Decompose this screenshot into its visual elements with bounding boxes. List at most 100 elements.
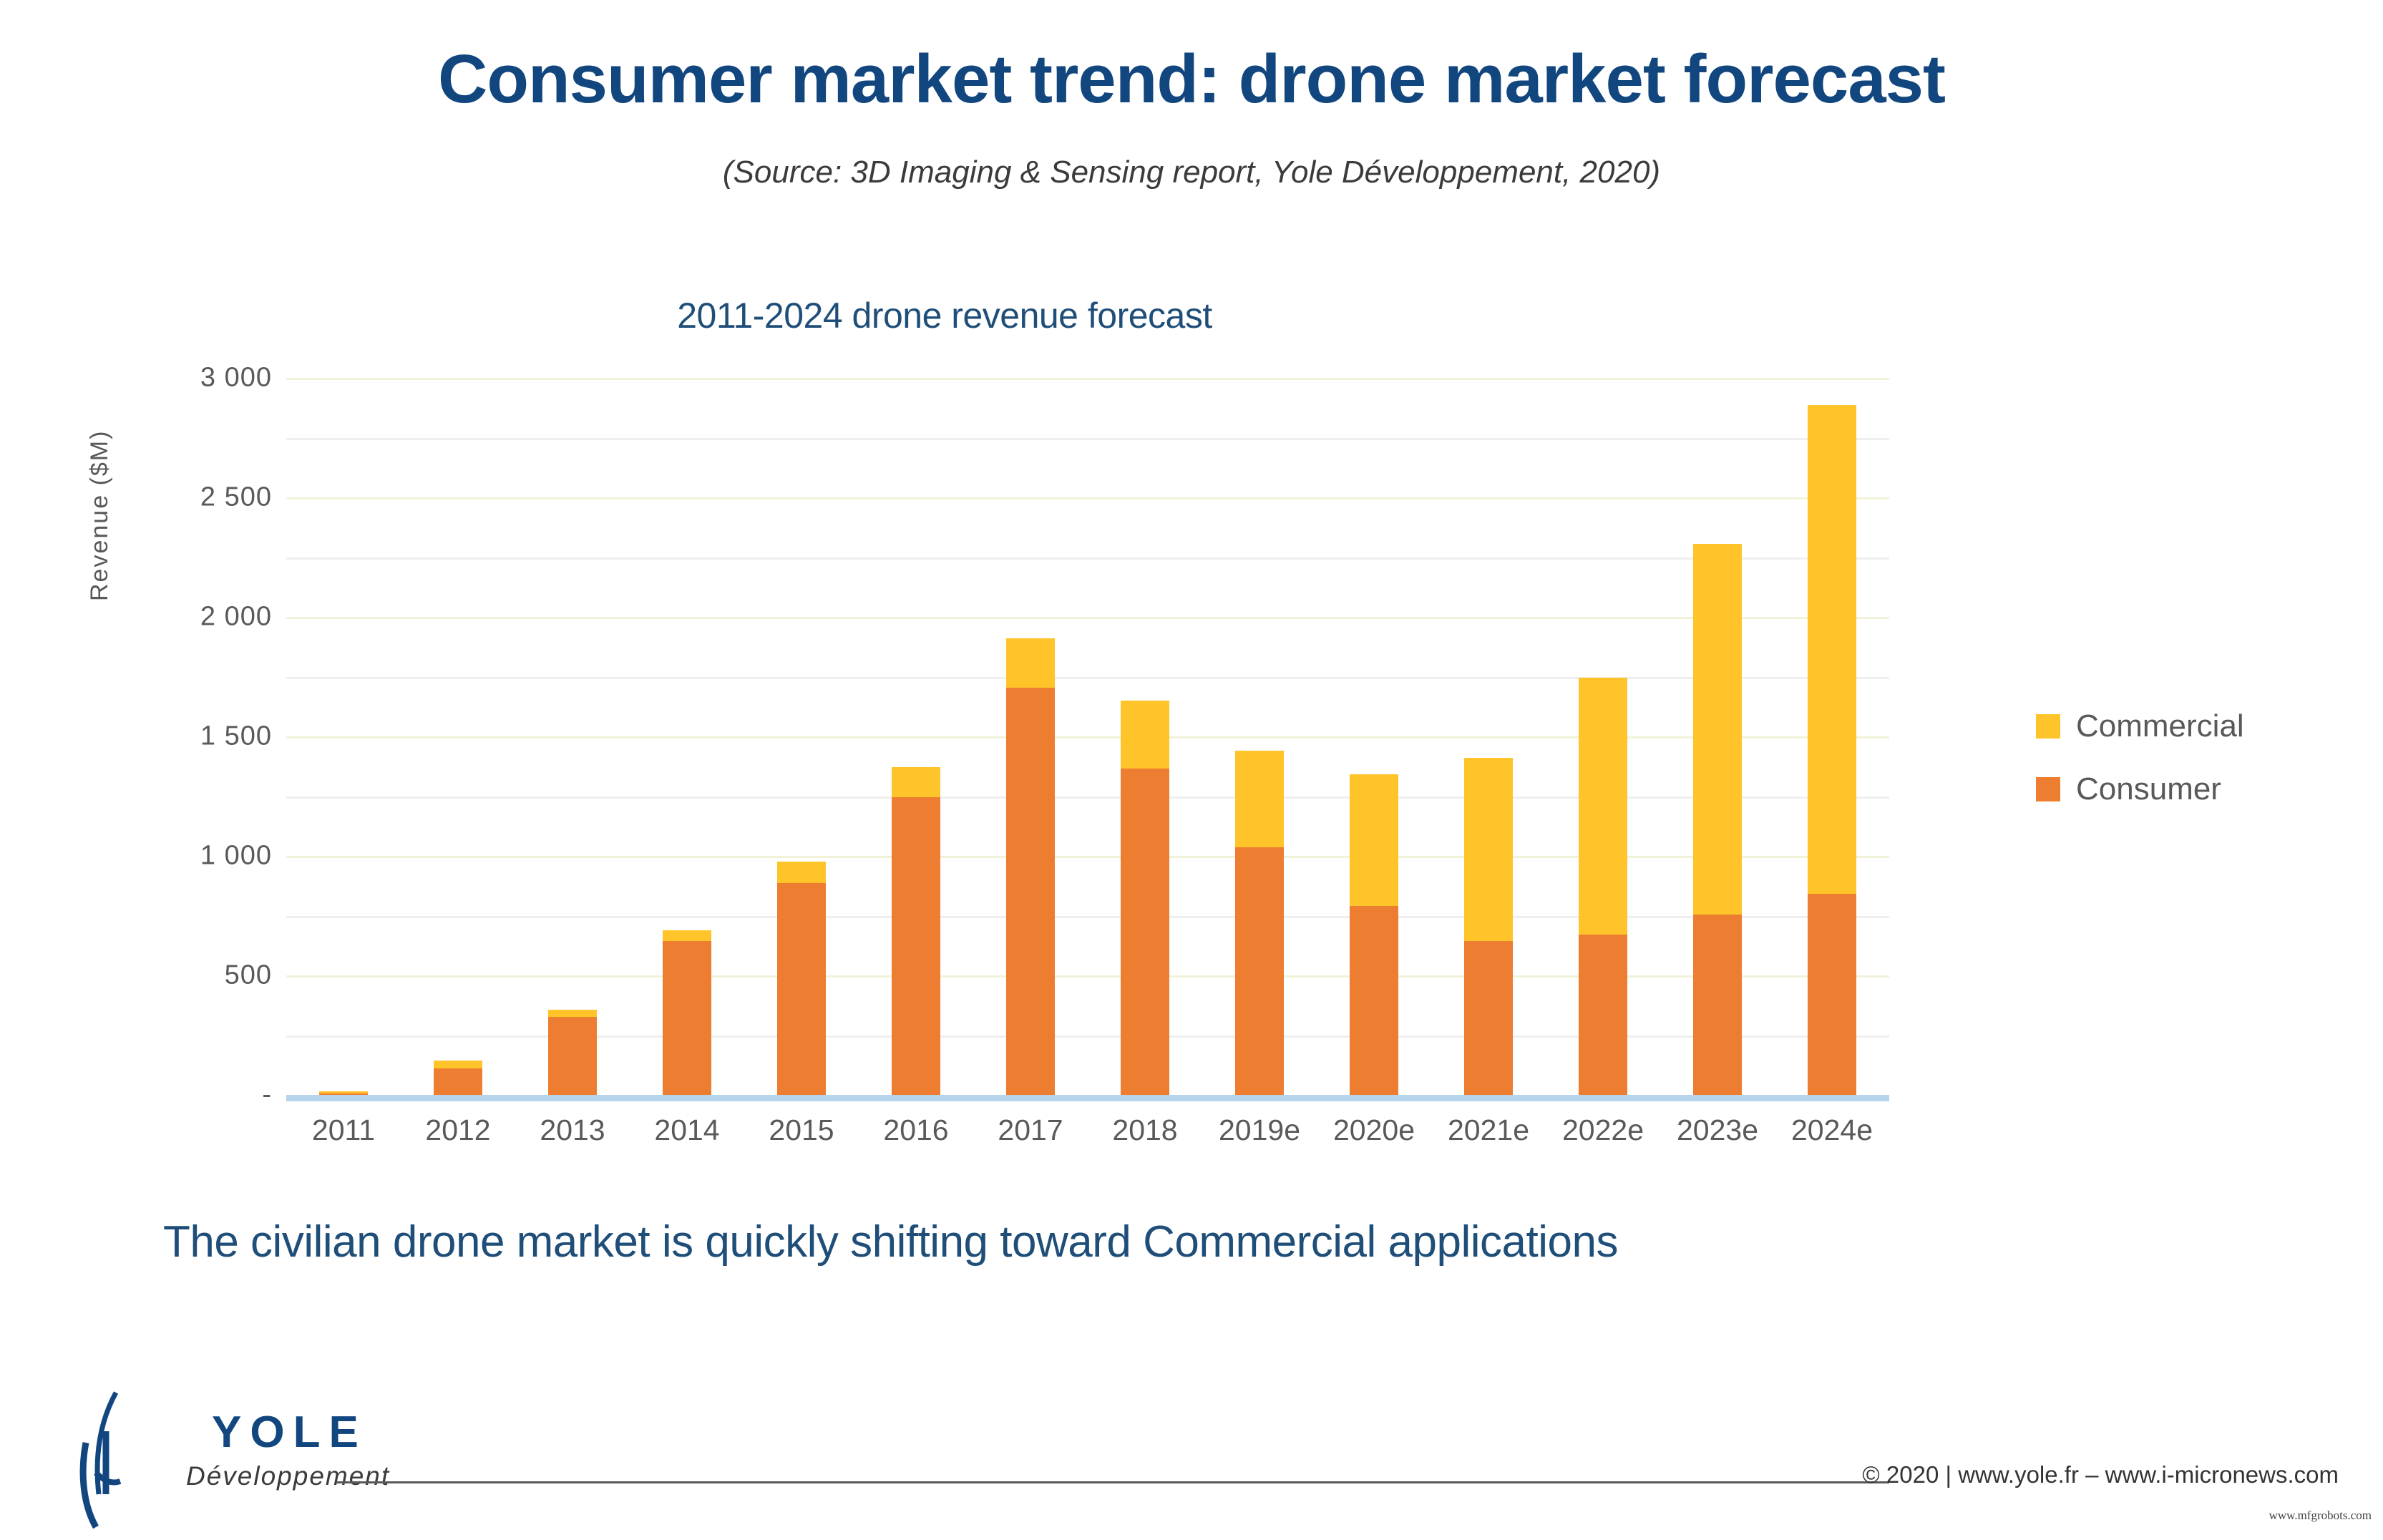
bar-segment-commercial[interactable] bbox=[1235, 751, 1284, 848]
x-tick-label: 2020e bbox=[1332, 1113, 1415, 1146]
bar-series-container bbox=[286, 378, 1889, 1095]
bar-segment-consumer[interactable] bbox=[777, 883, 826, 1095]
chart-gridlines bbox=[286, 378, 1889, 1095]
bar-segment-commercial[interactable] bbox=[548, 1010, 597, 1018]
stacked-bar[interactable] bbox=[777, 862, 826, 1095]
x-tick-label: 2016 bbox=[883, 1113, 949, 1146]
bar-segment-commercial[interactable] bbox=[434, 1060, 482, 1069]
bar-segment-consumer[interactable] bbox=[663, 940, 711, 1095]
bar-slot[interactable] bbox=[1317, 378, 1431, 1095]
bar-segment-commercial[interactable] bbox=[892, 767, 940, 798]
bar-slot[interactable] bbox=[1660, 378, 1775, 1095]
bar-segment-consumer[interactable] bbox=[1235, 847, 1284, 1095]
gridline-minor bbox=[286, 676, 1889, 679]
bar-slot[interactable] bbox=[1431, 378, 1546, 1095]
bar-segment-consumer[interactable] bbox=[1579, 935, 1627, 1095]
legend-swatch-icon bbox=[2036, 714, 2060, 739]
bar-segment-commercial[interactable] bbox=[663, 930, 711, 941]
stacked-bar[interactable] bbox=[1006, 638, 1055, 1095]
micro-credit: www.mfgrobots.com bbox=[2269, 1509, 2372, 1522]
x-tick-label: 2023e bbox=[1676, 1113, 1758, 1146]
bar-slot[interactable] bbox=[401, 378, 515, 1095]
gridline-minor bbox=[286, 915, 1889, 918]
gridline-minor bbox=[286, 1035, 1889, 1038]
gridline-major bbox=[286, 497, 1889, 499]
yole-wordmark: YOLE bbox=[212, 1408, 367, 1457]
slide-caption: The civilian drone market is quickly shi… bbox=[163, 1217, 1618, 1267]
bar-segment-commercial[interactable] bbox=[1579, 678, 1627, 935]
x-tick-label: 2015 bbox=[769, 1113, 834, 1146]
x-tick-label: 2017 bbox=[998, 1113, 1063, 1146]
stacked-bar[interactable] bbox=[663, 930, 711, 1095]
footer-divider bbox=[336, 1481, 1889, 1483]
bar-segment-consumer[interactable] bbox=[892, 797, 940, 1095]
source-attribution: (Source: 3D Imaging & Sensing report, Yo… bbox=[722, 155, 1661, 190]
stacked-bar[interactable] bbox=[1235, 751, 1284, 1095]
bar-segment-consumer[interactable] bbox=[1693, 914, 1742, 1095]
bar-slot[interactable] bbox=[515, 378, 630, 1095]
bar-segment-consumer[interactable] bbox=[1808, 894, 1856, 1095]
gridline-minor bbox=[286, 796, 1889, 799]
bar-segment-commercial[interactable] bbox=[1006, 638, 1055, 688]
bar-segment-consumer[interactable] bbox=[1464, 940, 1513, 1095]
x-tick-label: 2021e bbox=[1447, 1113, 1529, 1146]
bar-slot[interactable] bbox=[859, 378, 973, 1095]
y-tick-label: 500 bbox=[224, 960, 272, 990]
stacked-bar[interactable] bbox=[1693, 544, 1742, 1095]
bar-segment-consumer[interactable] bbox=[434, 1068, 482, 1095]
bar-segment-commercial[interactable] bbox=[777, 862, 826, 884]
footer-copyright: © 2020 | www.yole.fr – www.i-micronews.c… bbox=[1862, 1461, 2339, 1488]
bar-segment-consumer[interactable] bbox=[548, 1017, 597, 1095]
bar-segment-consumer[interactable] bbox=[1121, 769, 1169, 1095]
gridline-major bbox=[286, 617, 1889, 619]
legend-item[interactable]: Commercial bbox=[2036, 708, 2244, 744]
stacked-bar[interactable] bbox=[1808, 405, 1856, 1095]
legend-item-label: Commercial bbox=[2076, 708, 2244, 744]
gridline-major bbox=[286, 975, 1889, 978]
x-tick-label: 2012 bbox=[425, 1113, 491, 1146]
y-tick-label: 2 000 bbox=[200, 601, 272, 632]
stacked-bar[interactable] bbox=[1579, 678, 1627, 1095]
bar-slot[interactable] bbox=[973, 378, 1088, 1095]
x-tick-label: 2019e bbox=[1218, 1113, 1300, 1146]
y-axis-ticks: 3 000 2 500 2 000 1 500 1 000 500 - bbox=[43, 0, 272, 1145]
bar-segment-consumer[interactable] bbox=[319, 1093, 368, 1095]
legend-item[interactable]: Consumer bbox=[2036, 771, 2244, 807]
stacked-bar[interactable] bbox=[1464, 758, 1513, 1095]
bar-segment-consumer[interactable] bbox=[1350, 906, 1398, 1095]
bar-segment-consumer[interactable] bbox=[1006, 687, 1055, 1095]
y-tick-label: 1 000 bbox=[200, 840, 272, 871]
bar-slot[interactable] bbox=[1088, 378, 1202, 1095]
chart-legend: Commercial Consumer bbox=[2036, 708, 2244, 834]
stacked-bar[interactable] bbox=[892, 767, 940, 1095]
bar-segment-commercial[interactable] bbox=[1693, 544, 1742, 915]
x-tick-label: 2024e bbox=[1790, 1113, 1873, 1146]
bar-slot[interactable] bbox=[630, 378, 744, 1095]
y-tick-label: - bbox=[262, 1079, 272, 1110]
bar-slot[interactable] bbox=[286, 378, 401, 1095]
chart-title: 2011-2024 drone revenue forecast bbox=[677, 296, 1212, 336]
bar-slot[interactable] bbox=[1202, 378, 1317, 1095]
bar-segment-commercial[interactable] bbox=[1464, 758, 1513, 941]
legend-swatch-icon bbox=[2036, 777, 2060, 801]
slide-footer: YOLE Développement © 2020 | www.yole.fr … bbox=[0, 1381, 2383, 1540]
gridline-minor bbox=[286, 437, 1889, 440]
stacked-bar[interactable] bbox=[1121, 700, 1169, 1095]
stacked-bar[interactable] bbox=[319, 1091, 368, 1095]
bar-segment-commercial[interactable] bbox=[1350, 774, 1398, 907]
gridline-major bbox=[286, 736, 1889, 739]
legend-item-label: Consumer bbox=[2076, 771, 2221, 806]
bar-slot[interactable] bbox=[744, 378, 859, 1095]
stacked-bar[interactable] bbox=[434, 1060, 482, 1095]
bar-segment-commercial[interactable] bbox=[1121, 700, 1169, 769]
x-tick-label: 2011 bbox=[311, 1113, 376, 1146]
yole-tagline: Développement bbox=[186, 1461, 391, 1491]
page-title: Consumer market trend: drone market fore… bbox=[438, 41, 1946, 117]
bar-slot[interactable] bbox=[1775, 378, 1889, 1095]
bar-segment-commercial[interactable] bbox=[319, 1091, 368, 1094]
stacked-bar[interactable] bbox=[548, 1010, 597, 1095]
bar-segment-commercial[interactable] bbox=[1808, 405, 1856, 895]
stacked-bar[interactable] bbox=[1350, 774, 1398, 1095]
bar-slot[interactable] bbox=[1546, 378, 1660, 1095]
